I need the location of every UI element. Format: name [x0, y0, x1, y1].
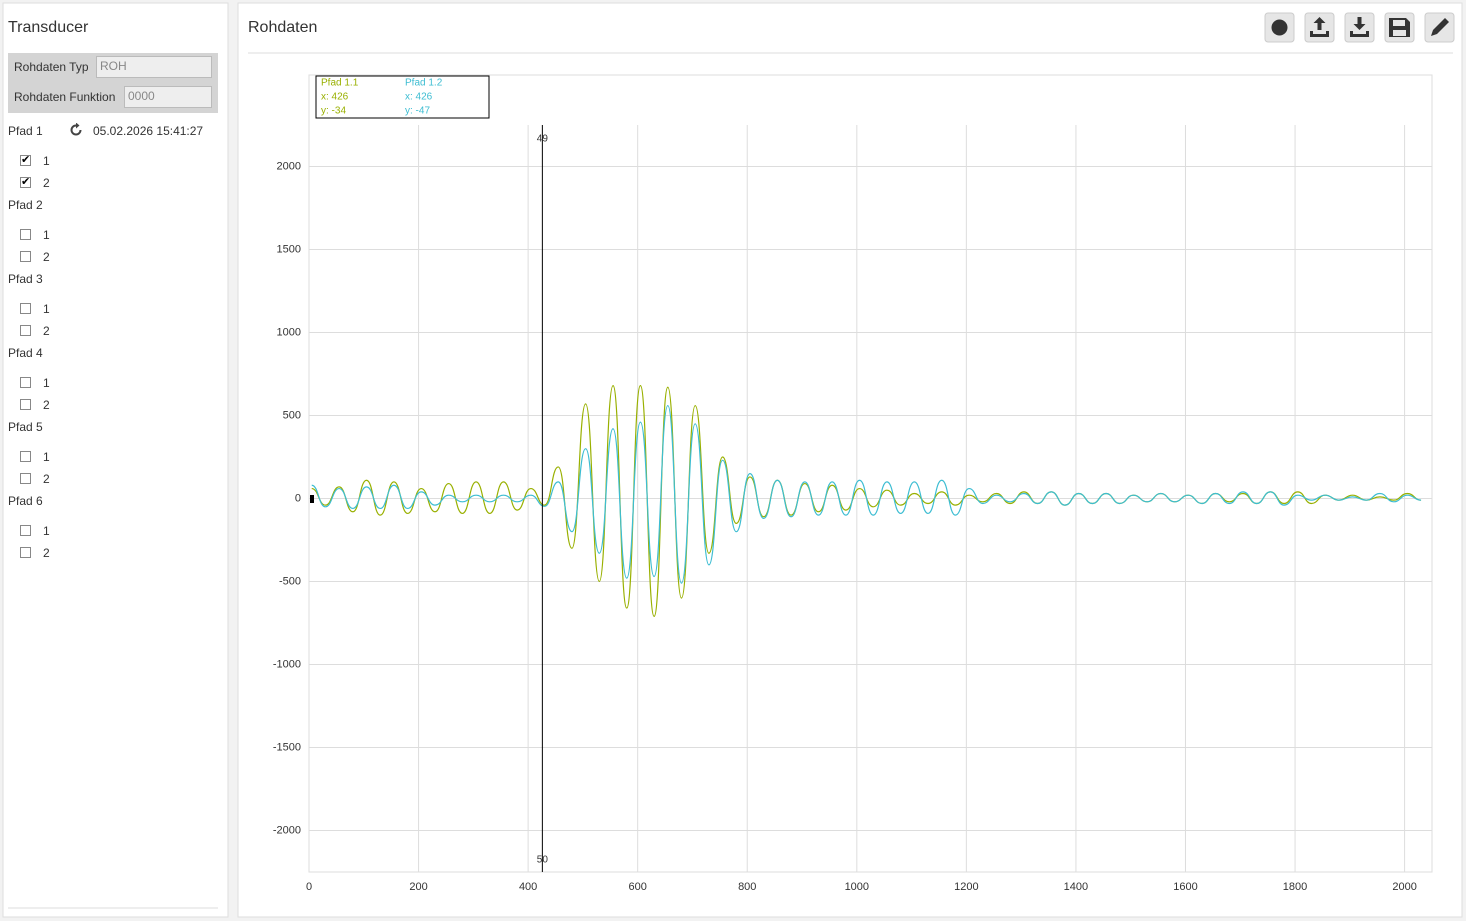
- tooltip-x: x: 426: [405, 92, 433, 103]
- origin-marker: [310, 495, 314, 503]
- field-input[interactable]: ROH: [96, 56, 212, 78]
- x-tick-label: 1000: [845, 881, 869, 893]
- cursor-bottom-label: 50: [537, 855, 549, 866]
- path-name: Pfad 1: [8, 124, 43, 138]
- channel-label: 1: [43, 450, 50, 464]
- channel-label: 2: [43, 250, 50, 264]
- checkbox[interactable]: [20, 325, 31, 336]
- sidebar-title: Transducer: [8, 19, 89, 36]
- plot-frame: [308, 74, 1433, 873]
- tooltip-y: y: -34: [321, 106, 346, 117]
- checkbox[interactable]: [20, 473, 31, 484]
- series-lines: [311, 385, 1422, 617]
- download-icon: [1350, 17, 1369, 37]
- cursor-top-label: 49: [537, 134, 549, 145]
- checkbox[interactable]: [20, 451, 31, 462]
- field-label: Rohdaten Typ: [14, 60, 89, 74]
- tooltip-x: x: 426: [321, 92, 349, 103]
- timestamp: 05.02.2026 15:41:27: [93, 124, 204, 138]
- channel-label: 2: [43, 472, 50, 486]
- field-input[interactable]: 0000: [124, 86, 212, 108]
- channel-label: 1: [43, 376, 50, 390]
- x-tick-label: 800: [738, 881, 756, 893]
- path-name: Pfad 4: [8, 346, 43, 360]
- y-tick-label: 500: [283, 409, 301, 421]
- y-tick-label: -2000: [273, 824, 301, 836]
- edit-icon: [1431, 18, 1449, 36]
- path-name: Pfad 2: [8, 198, 43, 212]
- x-tick-label: 1800: [1283, 881, 1307, 893]
- y-tick-label: -1500: [273, 741, 301, 753]
- channel-label: 1: [43, 154, 50, 168]
- x-tick-label: 1600: [1173, 881, 1197, 893]
- y-tick-label: 1000: [277, 326, 301, 338]
- upload-icon: [1310, 17, 1329, 37]
- checkbox[interactable]: ✔: [20, 176, 31, 188]
- y-tick-label: -1000: [273, 658, 301, 670]
- channel-label: 1: [43, 302, 50, 316]
- record-icon: [1271, 19, 1288, 36]
- channel-label: 2: [43, 176, 50, 190]
- channel-label: 2: [43, 398, 50, 412]
- legend-entry: Pfad 1.1: [321, 78, 359, 89]
- channel-label: 1: [43, 228, 50, 242]
- legend: Pfad 1.1 x: 426 y: -34 Pfad 1.2 x: 426 y: -47: [315, 75, 490, 119]
- channel-label: 1: [43, 524, 50, 538]
- checkbox[interactable]: [20, 303, 31, 314]
- toolbar: [1264, 12, 1455, 43]
- channel-label: 2: [43, 324, 50, 338]
- series-line: [311, 404, 1422, 584]
- sidebar-panel: [2, 2, 229, 918]
- save-icon: [1389, 18, 1410, 37]
- y-tick-label: -500: [279, 575, 301, 587]
- cursor: 49 50: [537, 125, 549, 872]
- x-tick-label: 200: [409, 881, 427, 893]
- checkbox[interactable]: [20, 525, 31, 536]
- checkbox[interactable]: [20, 399, 31, 410]
- legend-box: [315, 75, 490, 119]
- path-name: Pfad 6: [8, 494, 43, 508]
- channel-label: 2: [43, 546, 50, 560]
- path-name: Pfad 5: [8, 420, 43, 434]
- x-tick-label: 0: [306, 881, 312, 893]
- x-tick-label: 2000: [1392, 881, 1416, 893]
- checkbox[interactable]: ✔: [20, 154, 31, 166]
- field-label: Rohdaten Funktion: [14, 90, 116, 104]
- checkbox[interactable]: [20, 547, 31, 558]
- checkbox[interactable]: [20, 251, 31, 262]
- refresh-icon[interactable]: [69, 123, 83, 137]
- x-tick-label: 1200: [954, 881, 978, 893]
- tooltip-y: y: -47: [405, 106, 430, 117]
- legend-entry: Pfad 1.2: [405, 78, 443, 89]
- checkbox[interactable]: [20, 229, 31, 240]
- x-tick-label: 400: [519, 881, 537, 893]
- y-tick-label: 1500: [277, 243, 301, 255]
- path-name: Pfad 3: [8, 272, 43, 286]
- y-tick-label: 0: [295, 492, 301, 504]
- y-tick-label: 2000: [277, 160, 301, 172]
- checkbox[interactable]: [20, 377, 31, 388]
- grid: -2000 -1500 -1000 -500 0 500 1000 1500 2000 0 200 4…: [273, 125, 1432, 893]
- panel-title: Rohdaten: [248, 19, 317, 36]
- x-tick-label: 600: [629, 881, 647, 893]
- x-tick-label: 1400: [1064, 881, 1088, 893]
